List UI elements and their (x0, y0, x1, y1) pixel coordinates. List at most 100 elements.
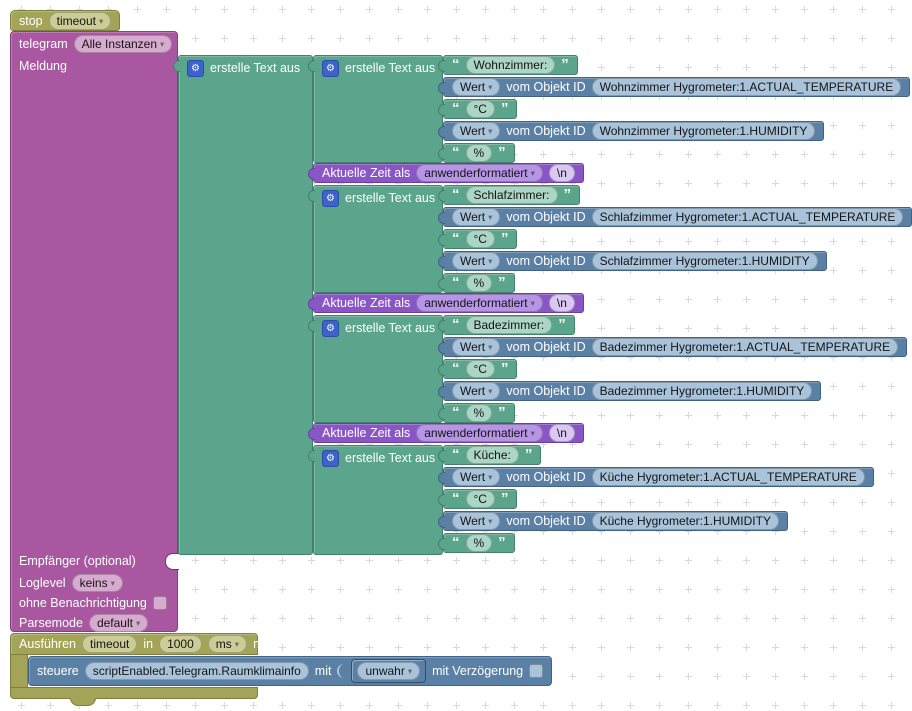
schedule-unit-suffix: ms (253, 637, 270, 651)
text-string-block[interactable]: “ °C ” (437, 99, 518, 119)
telegram-instance-dropdown[interactable]: Alle Instanzen ▾ (73, 35, 173, 53)
text-string-block[interactable]: “ % ” (438, 533, 515, 553)
schedule-delay-field[interactable]: 1000 (159, 635, 202, 653)
text-value: °C (473, 102, 487, 116)
text-string-block[interactable]: “ Küche: ” (437, 445, 542, 465)
open-quote-icon: “ (452, 404, 460, 421)
text-string-block[interactable]: “ Badezimmer: ” (438, 315, 575, 335)
mutator-gear-icon[interactable]: ⚙ (322, 59, 339, 77)
join-text-block-badezimmer[interactable]: ⚙ erstelle Text aus (308, 315, 443, 423)
object-id-field[interactable]: Küche Hygrometer:1.HUMIDITY (591, 512, 779, 530)
text-field[interactable]: °C (465, 230, 495, 248)
text-field[interactable]: Schlafzimmer: (465, 186, 558, 204)
schedule-timer-field[interactable]: timeout (81, 635, 138, 653)
get-value-block[interactable]: Wert ▾ vom Objekt ID Schlafzimmer Hygrome… (437, 207, 912, 227)
get-value-block[interactable]: Wert ▾ vom Objekt ID Küche Hygrometer:1.A… (438, 467, 874, 487)
mutator-gear-icon[interactable]: ⚙ (322, 189, 339, 207)
text-field[interactable]: % (465, 534, 493, 552)
object-id-value: Schlafzimmer Hygrometer:1.ACTUAL_TEMPERA… (599, 210, 896, 224)
text-field[interactable]: °C (465, 360, 495, 378)
time-format-dropdown[interactable]: anwenderformatiert ▾ (416, 424, 543, 442)
join-text-block-kueche[interactable]: ⚙ erstelle Text aus (308, 445, 443, 555)
text-string-block[interactable]: “ °C ” (437, 489, 518, 509)
object-id-field[interactable]: Wohnzimmer Hygrometer:1.ACTUAL_TEMPERATU… (591, 78, 902, 96)
parsemode-value: default (96, 616, 133, 630)
text-field[interactable]: % (465, 144, 493, 162)
text-string-block[interactable]: “ Schlafzimmer: ” (437, 185, 581, 205)
time-append-field[interactable]: \n (548, 164, 575, 182)
join-text-block-schlafzimmer[interactable]: ⚙ erstelle Text aus (308, 185, 443, 293)
wert-dropdown[interactable]: Wert ▾ (452, 208, 501, 226)
mutator-gear-icon[interactable]: ⚙ (187, 59, 204, 77)
loglevel-dropdown[interactable]: keins ▾ (71, 574, 123, 592)
parsemode-label: Parsemode (19, 616, 83, 630)
text-value: °C (473, 492, 487, 506)
get-value-block[interactable]: Wert ▾ vom Objekt ID Wohnzimmer Hygromete… (437, 77, 911, 97)
wert-dropdown[interactable]: Wert ▾ (452, 122, 501, 140)
parsemode-dropdown[interactable]: default ▾ (88, 614, 149, 632)
object-id-field[interactable]: Badezimmer Hygrometer:1.HUMIDITY (591, 382, 813, 400)
get-value-block[interactable]: Wert ▾ vom Objekt ID Badezimmer Hygromete… (437, 381, 822, 401)
schedule-block-left-arm[interactable] (10, 655, 28, 687)
text-string-block[interactable]: “ % ” (438, 273, 515, 293)
control-object-id-field[interactable]: scriptEnabled.Telegram.Raumklimainfo (84, 662, 309, 680)
time-label: Aktuelle Zeit als (322, 426, 411, 440)
wert-dropdown[interactable]: Wert ▾ (452, 252, 501, 270)
outer-join-text-block[interactable]: ⚙ erstelle Text aus (173, 55, 313, 555)
logic-value-shadow-block[interactable]: unwahr ▾ (351, 659, 427, 683)
logic-value-dropdown[interactable]: unwahr ▾ (357, 662, 421, 680)
open-quote-icon: “ (452, 144, 460, 161)
no-notification-checkbox[interactable] (152, 596, 167, 610)
text-string-block[interactable]: “ % ” (438, 143, 515, 163)
telegram-block[interactable]: telegram Alle Instanzen ▾ Meldung Empfän… (10, 31, 179, 632)
object-id-field[interactable]: Küche Hygrometer:1.ACTUAL_TEMPERATURE (591, 468, 865, 486)
recipient-empty-socket[interactable] (165, 553, 179, 570)
text-field[interactable]: Badezimmer: (465, 316, 553, 334)
control-delay-checkbox[interactable] (529, 664, 544, 678)
current-time-block[interactable]: Aktuelle Zeit als anwenderformatiert ▾ \n (308, 423, 584, 443)
current-time-block[interactable]: Aktuelle Zeit als anwenderformatiert ▾ \n (308, 163, 584, 183)
current-time-block[interactable]: Aktuelle Zeit als anwenderformatiert ▾ \n (308, 293, 584, 313)
mutator-gear-icon[interactable]: ⚙ (322, 449, 339, 467)
wert-dropdown[interactable]: Wert ▾ (452, 338, 501, 356)
join-text-block-wohnzimmer[interactable]: ⚙ erstelle Text aus (308, 55, 443, 163)
get-value-block[interactable]: Wert ▾ vom Objekt ID Schlafzimmer Hygrome… (438, 251, 827, 271)
time-append-field[interactable]: \n (548, 294, 575, 312)
text-field[interactable]: % (465, 404, 493, 422)
text-field[interactable]: % (465, 274, 493, 292)
schedule-block-bottom-bar[interactable] (10, 687, 258, 699)
text-field[interactable]: °C (465, 100, 495, 118)
schedule-block-header[interactable]: Ausführen timeout in 1000 ms ▾ ms (10, 633, 270, 655)
wert-dropdown[interactable]: Wert ▾ (452, 512, 501, 530)
stop-timeout-block[interactable]: stop timeout ▾ (10, 10, 121, 31)
mutator-gear-icon[interactable]: ⚙ (322, 319, 339, 337)
get-value-block[interactable]: Wert ▾ vom Objekt ID Küche Hygrometer:1.H… (438, 511, 788, 531)
text-string-block[interactable]: “ Wohnzimmer: ” (438, 55, 578, 75)
time-format-dropdown[interactable]: anwenderformatiert ▾ (416, 164, 543, 182)
schedule-in-label: in (143, 637, 154, 651)
wert-dropdown[interactable]: Wert ▾ (452, 382, 501, 400)
get-value-block[interactable]: Wert ▾ vom Objekt ID Badezimmer Hygromete… (437, 337, 908, 357)
object-id-field[interactable]: Wohnzimmer Hygrometer:1.HUMIDITY (591, 122, 816, 140)
control-block[interactable]: steuere scriptEnabled.Telegram.Raumklima… (28, 656, 553, 686)
get-value-block[interactable]: Wert ▾ vom Objekt ID Wohnzimmer Hygromete… (437, 121, 825, 141)
text-string-block[interactable]: “ % ” (438, 403, 515, 423)
object-id-field[interactable]: Schlafzimmer Hygrometer:1.ACTUAL_TEMPERA… (591, 208, 904, 226)
open-quote-icon: “ (452, 100, 460, 117)
object-id-field[interactable]: Schlafzimmer Hygrometer:1.HUMIDITY (591, 252, 818, 270)
object-id-field[interactable]: Badezimmer Hygrometer:1.ACTUAL_TEMPERATU… (591, 338, 899, 356)
stop-timer-dropdown[interactable]: timeout ▾ (48, 11, 112, 30)
time-format-dropdown[interactable]: anwenderformatiert ▾ (416, 294, 543, 312)
text-string-block[interactable]: “ °C ” (437, 359, 518, 379)
join-label: erstelle Text aus (210, 61, 301, 75)
text-field[interactable]: °C (465, 490, 495, 508)
text-field[interactable]: Wohnzimmer: (465, 56, 556, 74)
wert-dropdown[interactable]: Wert ▾ (452, 468, 501, 486)
wert-dropdown[interactable]: Wert ▾ (452, 78, 501, 96)
schedule-unit-dropdown[interactable]: ms ▾ (207, 635, 248, 653)
time-append-field[interactable]: \n (548, 424, 575, 442)
time-append-value: \n (556, 296, 567, 310)
text-string-block[interactable]: “ °C ” (437, 229, 518, 249)
text-field[interactable]: Küche: (465, 446, 519, 464)
